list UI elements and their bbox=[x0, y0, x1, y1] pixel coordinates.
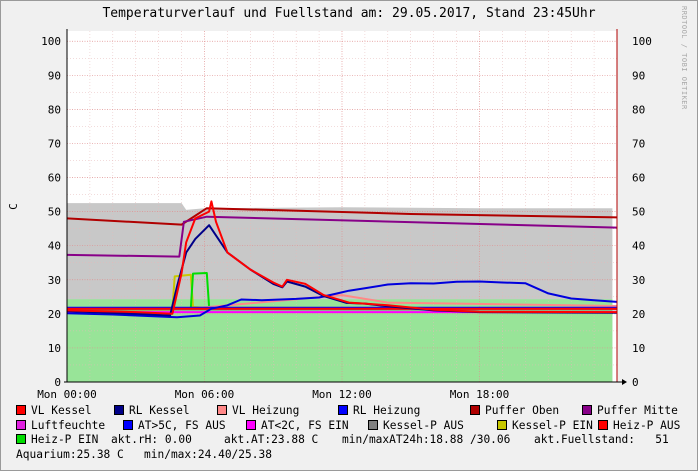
x-tick-label: Mon 06:00 bbox=[175, 388, 235, 400]
x-tick-label: Mon 00:00 bbox=[37, 388, 97, 400]
legend-swatch bbox=[16, 434, 26, 444]
series-line-puffer-mitte bbox=[66, 215, 618, 258]
legend-label: RL Heizung bbox=[353, 404, 421, 417]
stat-minmax-aquarium: min/max:24.40/25.38 bbox=[144, 447, 272, 461]
y-axis-label: C bbox=[7, 203, 20, 210]
y-tick-label-right: 20 bbox=[632, 308, 645, 321]
legend-swatch bbox=[470, 405, 480, 415]
y-tick-label-left: 100 bbox=[41, 35, 61, 48]
legend-item-vl-heizung: VL Heizung bbox=[217, 404, 299, 417]
legend-item-rl-heizung: RL Heizung bbox=[338, 404, 420, 417]
legend-swatch bbox=[123, 419, 133, 430]
stat-at: akt.AT:23.88 C bbox=[224, 433, 319, 446]
legend-label: AT>5C, FS AUS bbox=[138, 418, 226, 432]
legend-swatch bbox=[16, 405, 26, 415]
legend-label: RL Kessel bbox=[129, 404, 190, 417]
y-tick-label-left: 0 bbox=[54, 376, 61, 389]
y-tick-label-left: 10 bbox=[48, 342, 61, 355]
y-tick-label-right: 30 bbox=[632, 274, 645, 287]
series-line-puffer-oben bbox=[66, 207, 618, 226]
legend-item-luftfeuchte: Luftfeuchte bbox=[16, 419, 105, 432]
legend-item-puffer-mitte: Puffer Mitte bbox=[582, 404, 678, 417]
series-line-vl-kessel bbox=[66, 200, 618, 315]
y-tick-label-right: 40 bbox=[632, 240, 645, 253]
legend-item-vl-kessel: VL Kessel bbox=[16, 404, 92, 417]
x-tick-label: Mon 12:00 bbox=[312, 388, 372, 400]
legend-swatch bbox=[114, 405, 124, 415]
x-tick-label: Mon 18:00 bbox=[450, 388, 510, 400]
legend-swatch bbox=[582, 405, 592, 415]
y-tick-label-right: 80 bbox=[632, 103, 645, 116]
legend-item-heiz-p-aus: Heiz-P AUS bbox=[598, 419, 680, 432]
y-tick-label-left: 20 bbox=[48, 308, 61, 321]
y-tick-label-left: 40 bbox=[48, 240, 61, 253]
y-tick-label-right: 100 bbox=[632, 35, 652, 48]
legend-label: Heiz-P AUS bbox=[613, 418, 681, 432]
y-tick-label-right: 10 bbox=[632, 342, 645, 355]
legend-label: Kessel-P AUS bbox=[383, 418, 464, 432]
legend-item-rl-kessel: RL Kessel bbox=[114, 404, 190, 417]
stat-rh: akt.rH: 0.00 bbox=[111, 433, 192, 446]
legend: VL Kessel RL Kessel VL Heizung RL Heizung Pu… bbox=[16, 404, 696, 462]
legend-label: AT<2C, FS EIN bbox=[261, 418, 349, 432]
legend-item-at-2c-fs-ein: AT<2C, FS EIN bbox=[246, 419, 349, 432]
series-line-rl-heizung bbox=[66, 280, 618, 319]
legend-swatch bbox=[217, 405, 227, 415]
watermark: RRDTOOL / TOBI OETIKER bbox=[680, 6, 688, 110]
legend-label: Puffer Oben bbox=[485, 404, 560, 417]
stat-fuellstand: akt.Fuellstand: 51 bbox=[534, 433, 669, 446]
legend-swatch bbox=[338, 405, 348, 415]
legend-item-heiz-p-ein: Heiz-P EIN bbox=[16, 433, 98, 446]
legend-item-kessel-p-aus: Kessel-P AUS bbox=[368, 419, 464, 432]
legend-swatch bbox=[497, 419, 507, 430]
legend-item-puffer-oben: Puffer Oben bbox=[470, 404, 559, 417]
legend-label: Puffer Mitte bbox=[597, 404, 678, 417]
legend-swatch bbox=[368, 419, 378, 430]
legend-item-kessel-p-ein: Kessel-P EIN bbox=[497, 419, 593, 432]
stat-aquarium: Aquarium:25.38 C bbox=[16, 447, 124, 461]
y-tick-label-right: 50 bbox=[632, 206, 645, 219]
x-axis-arrow bbox=[622, 379, 627, 385]
legend-label: Luftfeuchte bbox=[31, 418, 106, 432]
chart-plot: 0 0 10 10 20 20 30 30 40 40 50 50 60 60 70 70 80 80 90 90 10… bbox=[7, 29, 652, 400]
legend-label: Kessel-P EIN bbox=[512, 418, 593, 432]
y-tick-label-left: 60 bbox=[48, 172, 61, 185]
y-tick-label-right: 70 bbox=[632, 137, 645, 150]
chart-title: Temperaturverlauf und Fuellstand am: 29.… bbox=[102, 6, 596, 21]
legend-swatch bbox=[246, 419, 256, 430]
y-tick-label-right: 90 bbox=[632, 69, 645, 82]
y-tick-label-left: 90 bbox=[48, 69, 61, 82]
stat-minmax-at: min/maxAT24h:18.88 /30.06 bbox=[342, 433, 511, 446]
legend-label: VL Heizung bbox=[232, 404, 300, 417]
y-tick-label-left: 50 bbox=[48, 206, 61, 219]
fill-area-2 bbox=[67, 299, 613, 382]
legend-swatch bbox=[16, 419, 26, 430]
y-tick-label-right: 60 bbox=[632, 172, 645, 185]
legend-label: Heiz-P EIN bbox=[31, 433, 99, 446]
legend-label: VL Kessel bbox=[31, 404, 92, 417]
y-tick-label-left: 30 bbox=[48, 274, 61, 287]
y-tick-label-left: 70 bbox=[48, 137, 61, 150]
legend-item-at-5c-fs-aus: AT>5C, FS AUS bbox=[123, 419, 226, 432]
y-tick-label-right: 0 bbox=[632, 376, 639, 389]
y-tick-label-left: 80 bbox=[48, 103, 61, 116]
legend-swatch bbox=[598, 419, 608, 430]
